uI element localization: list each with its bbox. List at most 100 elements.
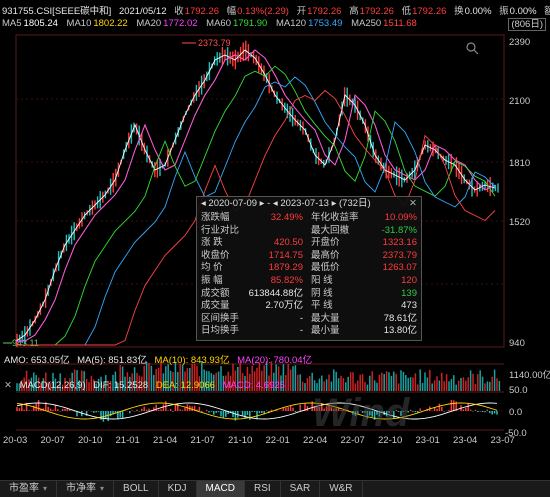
indicator-tabs: 市盈率 ▾ 市净率 ▾ BOLL KDJ MACD RSI SAR W&R bbox=[0, 480, 550, 497]
ma5-value: 1805.24 bbox=[23, 18, 58, 29]
macd-tick-label: 0.0 bbox=[509, 407, 522, 418]
stats-row: 均 价 1879.29 最低价 1263.07 bbox=[201, 263, 419, 274]
high-value: 1792.26 bbox=[359, 6, 394, 17]
stats-label: 平 线 bbox=[311, 300, 333, 312]
stats-row: 涨 跌 420.50 开盘价 1323.16 bbox=[201, 238, 419, 249]
tab-rsi[interactable]: RSI bbox=[245, 481, 281, 497]
stats-value: 1714.75 bbox=[268, 249, 303, 261]
macd-line bbox=[16, 402, 498, 420]
stats-value: 2373.79 bbox=[382, 249, 417, 261]
stats-row: 成交额 613844.88亿阴 线 139 bbox=[201, 287, 419, 300]
ma-line bbox=[16, 65, 496, 346]
range-end-after-icon[interactable]: ▸ bbox=[331, 198, 337, 209]
stats-value: 2.70万亿 bbox=[265, 300, 304, 312]
high-label: 高 bbox=[349, 6, 359, 17]
date-tick-label: 20-10 bbox=[78, 435, 102, 446]
stats-label: 行业对比 bbox=[201, 224, 240, 236]
chevron-down-icon: ▾ bbox=[43, 484, 48, 493]
moving-average-lines bbox=[15, 49, 496, 346]
range-start-icon[interactable]: ◂ bbox=[201, 198, 206, 209]
ma10-name: MA10 bbox=[66, 18, 92, 29]
date-tick-label: 21-04 bbox=[153, 435, 177, 446]
date-tick-label: 20-07 bbox=[41, 435, 65, 446]
date-tick-label: 22-01 bbox=[266, 435, 290, 446]
stats-value: 613844.88亿 bbox=[248, 287, 303, 299]
tab-macd[interactable]: MACD bbox=[196, 481, 245, 497]
tab-boll[interactable]: BOLL bbox=[114, 481, 159, 497]
quote-header: 931755.CSI[SEEE碳中和] 2021/05/12 收1792.26 … bbox=[2, 3, 550, 17]
range-start[interactable]: 2020-07-09 bbox=[208, 198, 258, 209]
ma20-value: 1772.02 bbox=[163, 18, 198, 29]
stats-value: 32.49% bbox=[270, 212, 303, 223]
stats-value: 1263.07 bbox=[382, 262, 417, 274]
price-max-label: 2373.79 bbox=[198, 38, 231, 48]
interval-stats-popup[interactable]: ◂ 2020-07-09 ▸ - ◂ 2023-07-13 ▸ (732日) ✕… bbox=[196, 196, 422, 341]
price-tick-label: 1520 bbox=[509, 217, 530, 228]
price-tick-label: 2100 bbox=[509, 96, 530, 107]
stats-value: - bbox=[299, 312, 303, 324]
stats-label: 最低价 bbox=[311, 262, 340, 274]
date-tick-label: 21-01 bbox=[116, 435, 140, 446]
stats-label: 成交量 bbox=[201, 300, 230, 312]
amo-tick-label: 1140.00亿 bbox=[509, 369, 550, 381]
macd-lines bbox=[16, 402, 498, 420]
date-tick-label: 21-10 bbox=[228, 435, 252, 446]
low-label: 低 bbox=[401, 6, 412, 17]
stats-label: 收盘价 bbox=[201, 249, 230, 261]
turnover-label: 换 bbox=[454, 6, 464, 17]
amo-ma10: MA(10): 843.93亿 bbox=[154, 355, 230, 366]
open-value: 1792.26 bbox=[307, 6, 342, 17]
stats-row: 振 幅 85.82% 阳 线 120 bbox=[201, 275, 419, 287]
stats-label: 均 价 bbox=[201, 262, 223, 274]
tab-sar[interactable]: SAR bbox=[281, 481, 321, 497]
tab-wr[interactable]: W&R bbox=[320, 481, 363, 497]
tab-pb[interactable]: 市净率 ▾ bbox=[57, 481, 115, 497]
ma60-name: MA60 bbox=[206, 18, 231, 29]
price-panel-border bbox=[15, 34, 505, 348]
range-end-icon[interactable]: ◂ bbox=[272, 198, 278, 209]
price-grid bbox=[15, 34, 505, 431]
stats-value: - bbox=[299, 325, 303, 337]
quote-date: 2021/05/12 bbox=[118, 6, 167, 17]
stats-label: 最高价 bbox=[311, 249, 340, 261]
price-tick-label: 940 bbox=[509, 338, 525, 349]
stats-row: 收盘价 1714.75 最高价 2373.79 bbox=[201, 249, 419, 262]
zoom-icon[interactable] bbox=[466, 42, 479, 55]
macd-collapse-icon[interactable]: ✕ bbox=[4, 380, 12, 391]
popup-close-icon[interactable]: ✕ bbox=[409, 198, 417, 209]
stats-row: 区间换手 - 最大量 78.61亿 bbox=[201, 312, 419, 325]
macd-dea: DEA: 12.9066 bbox=[155, 380, 215, 391]
stats-label: 成交额 bbox=[201, 287, 230, 299]
ma-line bbox=[16, 89, 496, 346]
stats-row: 行业对比 最大回撤 -31.87% bbox=[201, 224, 419, 237]
ma120-value: 1753.49 bbox=[308, 18, 343, 29]
range-end[interactable]: 2023-07-13 bbox=[280, 198, 329, 209]
tab-kdj[interactable]: KDJ bbox=[159, 481, 197, 497]
tab-pe[interactable]: 市盈率 ▾ bbox=[0, 481, 58, 497]
chart-canvas[interactable]: 2390 2100 1810 1520 940 2373.79 943.11 1… bbox=[0, 0, 550, 480]
amo-value: AMO: 653.05亿 bbox=[4, 355, 70, 366]
date-tick-label: 22-07 bbox=[341, 435, 365, 446]
low-value: 1792.26 bbox=[412, 6, 447, 17]
amplitude-value: 0.00% bbox=[509, 6, 537, 17]
stats-label: 开盘价 bbox=[311, 237, 340, 249]
amo-legend: AMO: 653.05亿 MA(5): 851.83亿 MA(10): 843.… bbox=[4, 352, 317, 366]
stats-label: 最小量 bbox=[311, 325, 340, 337]
macd-dif: DIF: 15.2528 bbox=[93, 380, 149, 391]
date-tick-label: 22-10 bbox=[378, 435, 402, 446]
stats-value: 420.50 bbox=[273, 237, 303, 249]
stats-label: 阴 线 bbox=[311, 287, 333, 299]
close-label: 收 bbox=[174, 6, 184, 17]
range-start-after-icon[interactable]: ▸ bbox=[259, 198, 265, 209]
stats-label: 涨跌幅 bbox=[201, 212, 230, 223]
stats-value: 78.61亿 bbox=[383, 312, 417, 324]
period-selector[interactable]: (806日) bbox=[508, 18, 546, 31]
stats-row: 涨跌幅 32.49% 年化收益率 10.09% bbox=[201, 212, 419, 224]
interval-range: ◂ 2020-07-09 ▸ - ◂ 2023-07-13 ▸ (732日) ✕ bbox=[201, 198, 417, 209]
stats-value: 473 bbox=[401, 300, 417, 312]
ma250-value: 1511.68 bbox=[383, 18, 417, 29]
macd-tick-label: -50.0 bbox=[505, 428, 527, 439]
date-axis: 20-03 20-07 20-10 21-01 21-04 21-07 21-10 22-01… bbox=[3, 435, 515, 446]
ma120-name: MA120 bbox=[275, 18, 307, 29]
macd-value: MACD: 4.6925 bbox=[222, 380, 285, 391]
